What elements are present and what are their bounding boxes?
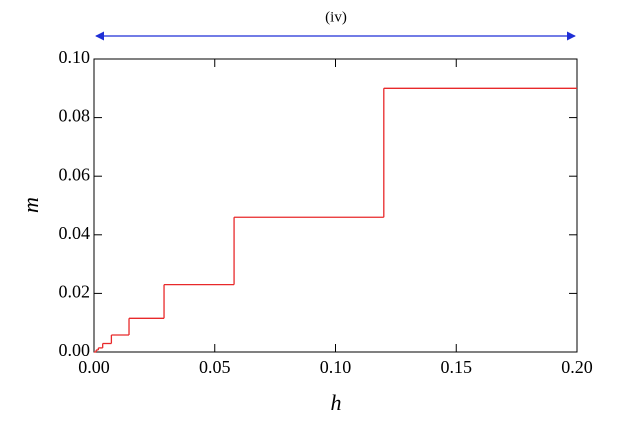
y-tick-label: 0.02 — [59, 282, 91, 302]
plot-frame — [93, 58, 578, 353]
y-tick-label: 0.06 — [59, 164, 91, 184]
x-tick-label: 0.15 — [441, 357, 473, 377]
x-axis-label: h — [331, 390, 342, 415]
y-tick-label: 0.04 — [59, 223, 91, 243]
x-tick-label: 0.10 — [320, 357, 352, 377]
x-tick-label: 0.05 — [199, 357, 231, 377]
y-tick-label: 0.10 — [59, 47, 91, 67]
y-tick-label: 0.08 — [59, 106, 91, 126]
y-tick-label: 0.00 — [59, 340, 91, 360]
annotation: (iv) — [325, 9, 347, 25]
x-tick-label: 0.20 — [561, 357, 593, 377]
y-axis-label: m — [18, 197, 43, 213]
x-tick-label: 0.00 — [78, 357, 110, 377]
